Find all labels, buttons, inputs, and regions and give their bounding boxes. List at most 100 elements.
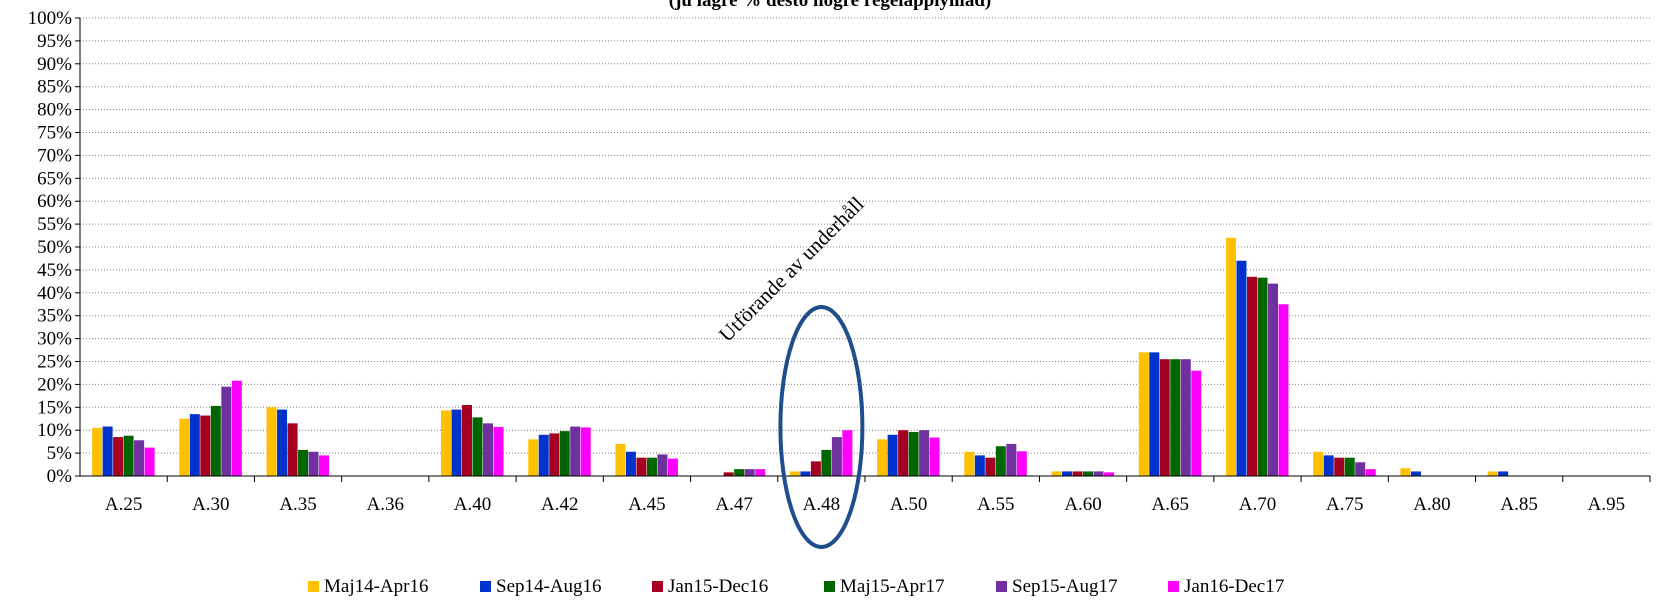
bar	[1236, 260, 1247, 476]
bar	[1006, 443, 1017, 476]
bar	[1247, 276, 1257, 476]
bar	[755, 469, 766, 476]
legend-swatch	[308, 581, 319, 592]
bar	[1104, 472, 1115, 476]
bar	[800, 471, 811, 476]
y-tick-label: 25%	[37, 352, 72, 373]
bar	[462, 405, 472, 476]
bar	[1323, 455, 1334, 476]
bar	[1344, 457, 1355, 476]
bar	[842, 430, 853, 476]
y-tick-label: 70%	[37, 145, 72, 166]
bar	[1487, 471, 1498, 476]
x-tick-label: A.42	[541, 494, 578, 515]
bar	[810, 461, 821, 476]
bar	[298, 449, 309, 476]
x-tick-label: A.65	[1152, 494, 1189, 515]
y-tick-label: 95%	[37, 31, 72, 52]
annotation-label: Utförande av underhåll	[714, 192, 869, 347]
x-tick-label: A.55	[977, 494, 1014, 515]
legend-label: Sep14-Aug16	[496, 576, 602, 597]
bar	[483, 423, 493, 476]
y-tick-label: 45%	[37, 260, 72, 281]
y-tick-label: 85%	[37, 77, 72, 98]
bar	[1334, 457, 1345, 476]
y-tick-label: 60%	[37, 191, 72, 212]
x-tick-label: A.60	[1064, 494, 1101, 515]
y-tick-label: 20%	[37, 374, 72, 395]
bar	[1257, 277, 1268, 476]
chart-title: (ju lägre % desto högre regelapplyillad)	[669, 0, 991, 11]
y-tick-label: 75%	[37, 123, 72, 144]
bar	[877, 439, 888, 476]
x-tick-label: A.85	[1500, 494, 1537, 515]
bar	[231, 380, 242, 476]
legend-swatch	[652, 581, 663, 592]
bar	[657, 454, 668, 476]
legend-label: Jan16-Dec17	[1184, 576, 1284, 597]
bar	[570, 426, 581, 476]
bar	[1180, 359, 1191, 476]
bar	[1278, 304, 1289, 476]
bar	[734, 469, 745, 476]
legend-label: Maj15-Apr17	[840, 576, 944, 597]
y-tick-label: 100%	[28, 8, 73, 29]
x-tick-label: A.45	[628, 494, 665, 515]
bar	[266, 407, 277, 476]
bar	[615, 443, 626, 476]
bar	[1072, 471, 1083, 476]
bar	[887, 434, 898, 476]
bar	[985, 457, 996, 476]
y-tick-label: 80%	[37, 100, 72, 121]
gridlines	[80, 17, 1650, 454]
bar	[189, 414, 200, 476]
bar	[1400, 468, 1411, 476]
bar	[789, 471, 800, 476]
bar	[538, 434, 549, 476]
bar	[964, 451, 975, 476]
bar	[287, 423, 298, 476]
bar	[1062, 471, 1073, 476]
legend-swatch	[480, 581, 491, 592]
bar	[200, 415, 211, 476]
bar	[528, 439, 539, 476]
x-tick-label: A.30	[192, 494, 229, 515]
x-tick-label: A.25	[105, 494, 142, 515]
y-tick-label: 40%	[37, 283, 72, 304]
x-tick-label: A.36	[367, 494, 404, 515]
bar	[221, 386, 232, 476]
bar	[1083, 471, 1094, 476]
y-tick-label: 10%	[37, 420, 72, 441]
bar	[134, 440, 145, 476]
bar	[179, 418, 190, 476]
y-tick-label: 30%	[37, 329, 72, 350]
bar	[898, 430, 909, 476]
legend: Maj14-Apr16 Sep14-Aug16 Jan15-Dec16 Maj15-A…	[308, 576, 1284, 597]
y-tick-label: 5%	[47, 443, 73, 464]
bar	[277, 409, 288, 476]
bar	[559, 431, 570, 476]
bar	[319, 455, 330, 476]
y-tick-label: 90%	[37, 54, 72, 75]
bar	[821, 449, 832, 476]
bar	[1051, 471, 1062, 476]
legend-swatch	[1168, 581, 1179, 592]
bar	[1093, 471, 1104, 476]
bar	[472, 417, 483, 476]
y-tick-label: 0%	[47, 466, 73, 487]
bars	[92, 237, 1509, 476]
bar	[919, 430, 930, 476]
legend-label: Sep15-Aug17	[1012, 576, 1118, 597]
bar	[493, 426, 504, 476]
bar	[1191, 370, 1202, 476]
bar	[1226, 237, 1236, 476]
bar	[113, 437, 124, 476]
bar	[1268, 283, 1278, 476]
x-tick-label: A.40	[454, 494, 491, 515]
x-tick-label: A.47	[715, 494, 752, 515]
bar	[1498, 471, 1509, 476]
y-tick-label: 50%	[37, 237, 72, 258]
y-tick-label: 65%	[37, 168, 72, 189]
